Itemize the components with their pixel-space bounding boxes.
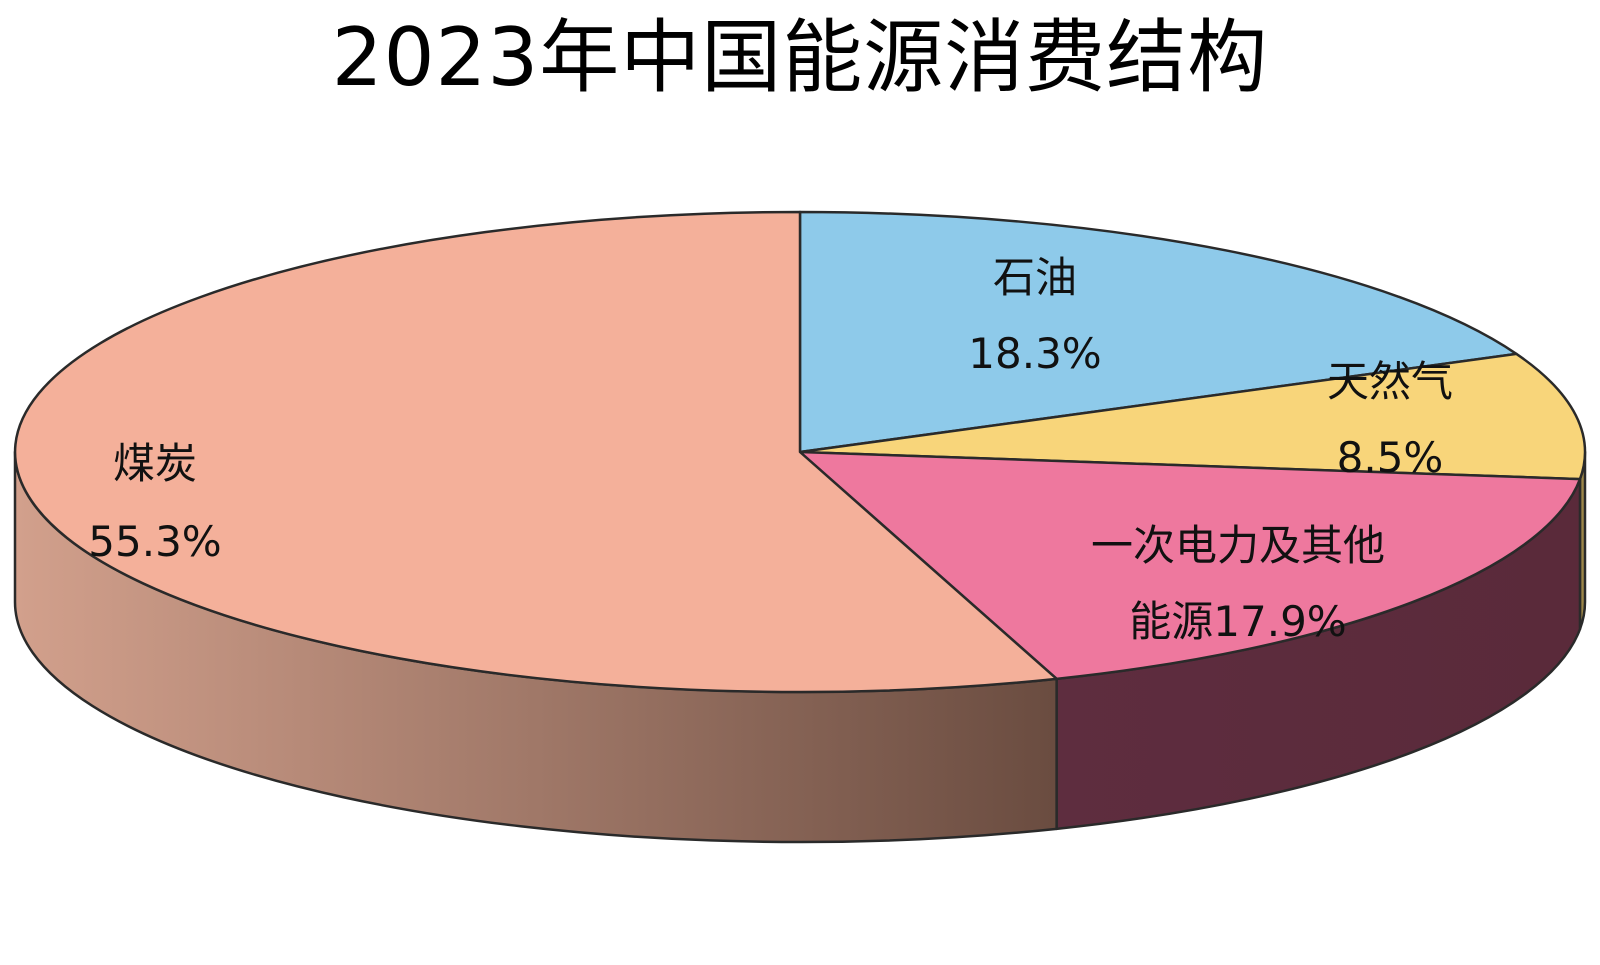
pie-slice-oil	[798, 210, 1518, 454]
data-label-coal-value: 55.3%	[88, 517, 221, 566]
data-label-oil: 石油 18.3%	[968, 253, 1101, 378]
data-label-oil-name: 石油	[993, 253, 1077, 302]
pie-slice-primary-electricity	[798, 450, 1582, 681]
pie-slice-natural-gas	[798, 352, 1587, 481]
data-label-natural-gas: 天然气 8.5%	[1327, 357, 1453, 482]
pie-slice-coal	[13, 210, 1058, 694]
data-label-coal-name: 煤炭	[113, 439, 197, 488]
data-label-natural-gas-name: 天然气	[1327, 357, 1453, 406]
data-label-natural-gas-value: 8.5%	[1337, 433, 1444, 482]
data-label-oil-value: 18.3%	[968, 329, 1101, 378]
data-label-primary-electricity-name: 一次电力及其他	[1091, 521, 1385, 570]
data-label-coal: 煤炭 55.3%	[88, 439, 221, 566]
chart-title: 2023年中国能源消费结构	[331, 11, 1269, 104]
data-label-primary-electricity-value: 能源17.9%	[1129, 597, 1346, 646]
